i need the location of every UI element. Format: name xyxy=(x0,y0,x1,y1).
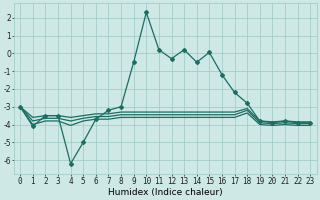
X-axis label: Humidex (Indice chaleur): Humidex (Indice chaleur) xyxy=(108,188,222,197)
